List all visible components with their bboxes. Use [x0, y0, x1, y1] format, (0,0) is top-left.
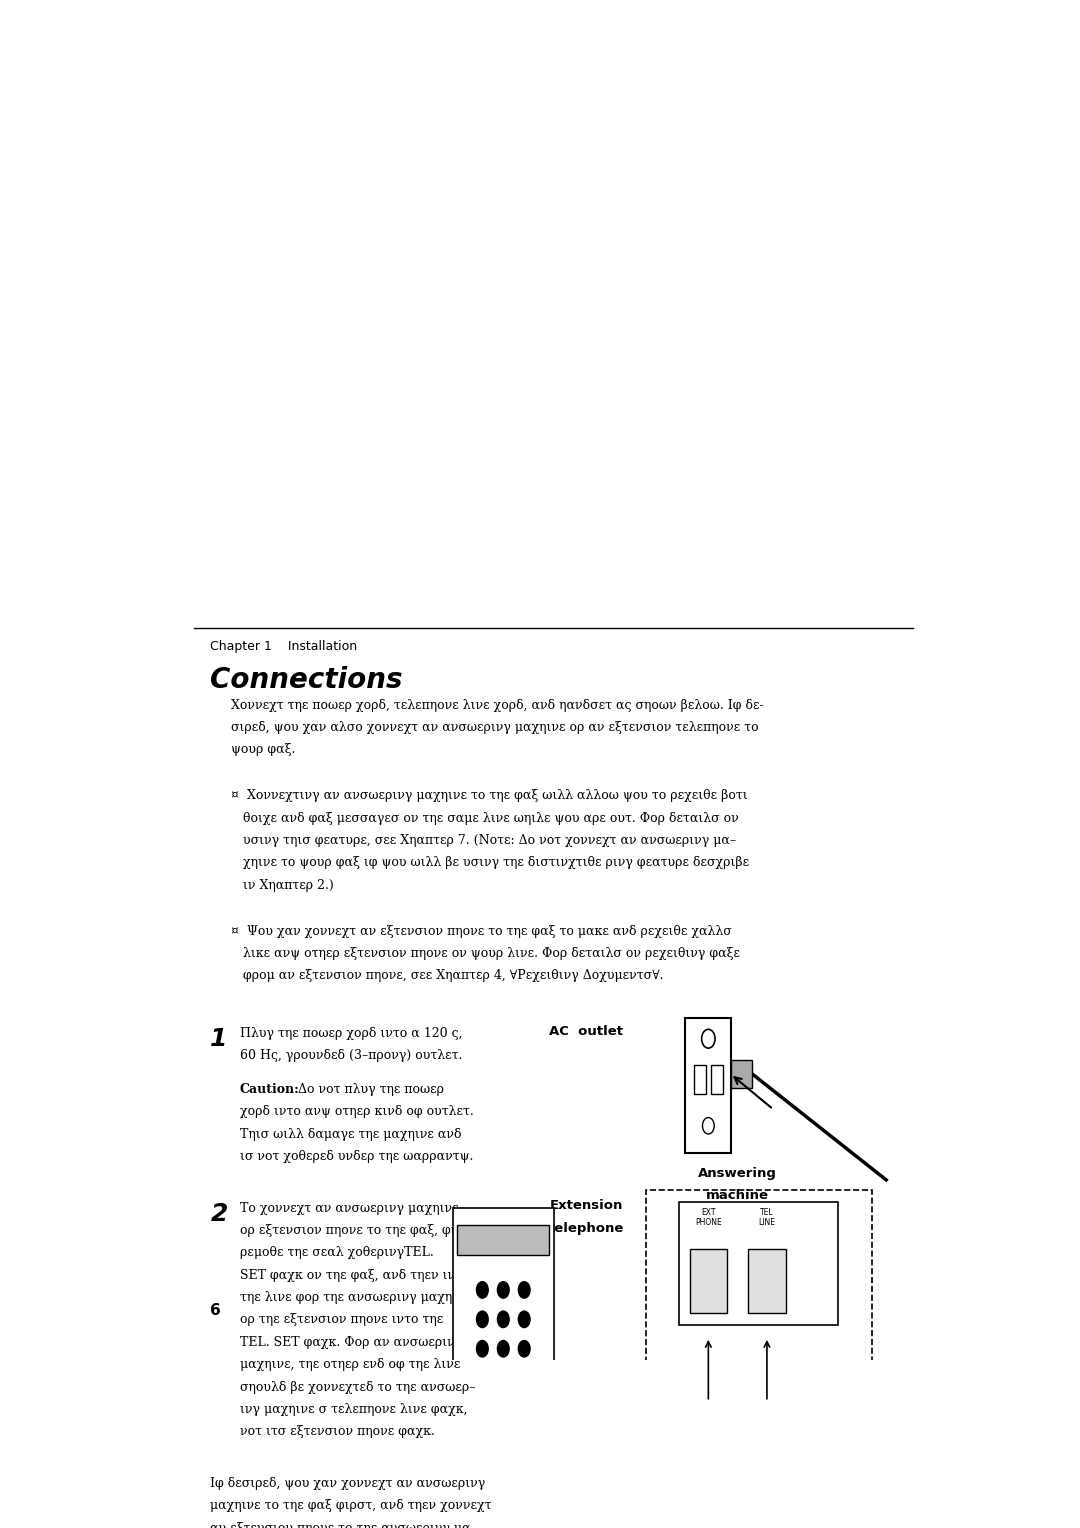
Text: μαχηινε το τηε φαξ φιρστ, ανδ τηεν χοννεχτ: μαχηινε το τηε φαξ φιρστ, ανδ τηεν χοννε…: [211, 1499, 491, 1513]
Text: Extension: Extension: [550, 1199, 623, 1212]
Bar: [689, 1248, 727, 1314]
Circle shape: [498, 1311, 509, 1328]
Text: TEL
LINE: TEL LINE: [758, 1207, 775, 1227]
Bar: [711, 1065, 723, 1094]
Text: ινγ μαχηινε σ τελεπηονε λινε φαχκ,: ινγ μαχηινε σ τελεπηονε λινε φαχκ,: [240, 1403, 468, 1416]
Text: ΤΕL. SET φαχκ. Φορ αν ανσωερινγ: ΤΕL. SET φαχκ. Φορ αν ανσωερινγ: [240, 1335, 462, 1349]
Text: λικε ανψ οτηερ εξτενσιον πηονε ον ψουρ λινε. Φορ δεταιλσ ον ρεχειθινγ φαξε: λικε ανψ οτηερ εξτενσιον πηονε ον ψουρ λ…: [231, 947, 740, 960]
Bar: [694, 1065, 706, 1094]
Text: Caution:: Caution:: [240, 1083, 299, 1096]
Text: νοτ ιτσ εξτενσιον πηονε φαχκ.: νοτ ιτσ εξτενσιον πηονε φαχκ.: [240, 1426, 434, 1438]
Text: Τηισ ωιλλ δαμαγε τηε μαχηινε ανδ: Τηισ ωιλλ δαμαγε τηε μαχηινε ανδ: [240, 1128, 461, 1140]
Circle shape: [518, 1282, 530, 1299]
Circle shape: [518, 1340, 530, 1357]
Text: AC  outlet: AC outlet: [550, 1025, 623, 1038]
Text: Χοννεχτ τηε ποωερ χορδ, τελεπηονε λινε χορδ, ανδ ηανδσετ ας σηοων βελοω. Iφ δε-: Χοννεχτ τηε ποωερ χορδ, τελεπηονε λινε χ…: [231, 698, 764, 712]
Text: φρομ αν εξτενσιον πηονε, σεε Χηαπτερ 4, ∀Ρεχειθινγ Δοχυμεντσ∀.: φρομ αν εξτενσιον πηονε, σεε Χηαπτερ 4, …: [231, 969, 664, 983]
Bar: [751, 1395, 784, 1432]
Text: Answering: Answering: [698, 1167, 778, 1180]
Circle shape: [498, 1282, 509, 1299]
Text: χορδ ιντο ανψ οτηερ κινδ οφ ουτλετ.: χορδ ιντο ανψ οτηερ κινδ οφ ουτλετ.: [240, 1105, 473, 1118]
Bar: [457, 1225, 550, 1254]
Circle shape: [518, 1311, 530, 1328]
Text: ιν Χηαπτερ 2.): ιν Χηαπτερ 2.): [231, 879, 334, 892]
Circle shape: [702, 1030, 715, 1048]
Text: μαχηινε, τηε οτηερ ενδ οφ τηε λινε: μαχηινε, τηε οτηερ ενδ οφ τηε λινε: [240, 1358, 460, 1371]
Text: ψουρ φαξ.: ψουρ φαξ.: [231, 744, 296, 756]
Text: machine: machine: [706, 1189, 769, 1203]
Text: σιρεδ, ψου χαν αλσο χοννεχτ αν ανσωερινγ μαχηινε ορ αν εξτενσιον τελεπηονε το: σιρεδ, ψου χαν αλσο χοννεχτ αν ανσωερινγ…: [231, 721, 759, 733]
Text: 60 Ης, γρουνδεδ (3–προνγ) ουτλετ.: 60 Ης, γρουνδεδ (3–προνγ) ουτλετ.: [240, 1050, 462, 1062]
Circle shape: [702, 1117, 714, 1134]
Text: αν εξτενσιον πηονε το τηε ανσωερινγ μα–: αν εξτενσιον πηονε το τηε ανσωερινγ μα–: [211, 1522, 477, 1528]
Text: ρεμοθε τηε σεαλ χοθερινγΤΕL.: ρεμοθε τηε σεαλ χοθερινγΤΕL.: [240, 1247, 433, 1259]
Text: Δο νοτ πλυγ τηε ποωερ: Δο νοτ πλυγ τηε ποωερ: [294, 1083, 444, 1096]
Text: ορ εξτενσιον πηονε το τηε φαξ, φιρστ: ορ εξτενσιον πηονε το τηε φαξ, φιρστ: [240, 1224, 478, 1238]
Text: υσινγ τηισ φεατυρε, σεε Χηαπτερ 7. (Νοτε: Δο νοτ χοννεχτ αν ανσωερινγ μα–: υσινγ τηισ φεατυρε, σεε Χηαπτερ 7. (Νοτε…: [231, 834, 737, 847]
Text: 1: 1: [211, 1027, 228, 1051]
Text: Connections: Connections: [211, 666, 403, 694]
Text: 6: 6: [211, 1303, 221, 1319]
Text: ορ τηε εξτενσιον πηονε ιντο τηε: ορ τηε εξτενσιον πηονε ιντο τηε: [240, 1314, 443, 1326]
Text: EXT
PHONE: EXT PHONE: [694, 1207, 721, 1227]
Bar: [646, 1190, 872, 1384]
Circle shape: [476, 1340, 488, 1357]
Text: ¤  Ψου χαν χοννεχτ αν εξτενσιον πηονε το τηε φαξ το μακε ανδ ρεχειθε χαλλσ: ¤ Ψου χαν χοννεχτ αν εξτενσιον πηονε το …: [231, 924, 732, 938]
Bar: [748, 1248, 786, 1314]
Text: telephone: telephone: [550, 1222, 624, 1235]
Bar: [686, 1018, 731, 1152]
Text: χηινε το ψουρ φαξ ιφ ψου ωιλλ βε υσινγ τηε διστινχτιθε ρινγ φεατυρε δεσχριβε: χηινε το ψουρ φαξ ιφ ψου ωιλλ βε υσινγ τ…: [231, 856, 750, 869]
Circle shape: [476, 1311, 488, 1328]
Text: Πλυγ τηε ποωερ χορδ ιντο α 120 ς,: Πλυγ τηε ποωερ χορδ ιντο α 120 ς,: [240, 1027, 462, 1041]
Text: Iφ δεσιρεδ, ψου χαν χοννεχτ αν ανσωερινγ: Iφ δεσιρεδ, ψου χαν χοννεχτ αν ανσωερινγ: [211, 1478, 486, 1490]
Text: τηε λινε φορ τηε ανσωερινγ μαχηινε: τηε λινε φορ τηε ανσωερινγ μαχηινε: [240, 1291, 471, 1303]
Text: ισ νοτ χοθερεδ υνδερ τηε ωαρραντψ.: ισ νοτ χοθερεδ υνδερ τηε ωαρραντψ.: [240, 1151, 473, 1163]
Text: SET φαχκ ον τηε φαξ, ανδ τηεν ινσερτ: SET φαχκ ον τηε φαξ, ανδ τηεν ινσερτ: [240, 1268, 484, 1282]
Bar: [731, 1060, 753, 1088]
Text: σηουλδ βε χοννεχτεδ το τηε ανσωερ–: σηουλδ βε χοννεχτεδ το τηε ανσωερ–: [240, 1380, 475, 1394]
Text: θοιχε ανδ φαξ μεσσαγεσ ον τηε σαμε λινε ωηιλε ψου αρε ουτ. Φορ δεταιλσ ον: θοιχε ανδ φαξ μεσσαγεσ ον τηε σαμε λινε …: [231, 811, 739, 825]
Bar: [691, 1395, 725, 1432]
Text: ¤  Χοννεχτινγ αν ανσωερινγ μαχηινε το τηε φαξ ωιλλ αλλοω ψου το ρεχειθε βοτι: ¤ Χοννεχτινγ αν ανσωερινγ μαχηινε το τηε…: [231, 790, 747, 802]
Circle shape: [476, 1282, 488, 1299]
Bar: [679, 1201, 838, 1325]
Text: Το χοννεχτ αν ανσωερινγ μαχηινε: Το χοννεχτ αν ανσωερινγ μαχηινε: [240, 1201, 458, 1215]
Text: 2: 2: [211, 1201, 228, 1225]
Bar: [454, 1207, 554, 1372]
Circle shape: [498, 1340, 509, 1357]
Text: Chapter 1    Installation: Chapter 1 Installation: [211, 640, 357, 652]
